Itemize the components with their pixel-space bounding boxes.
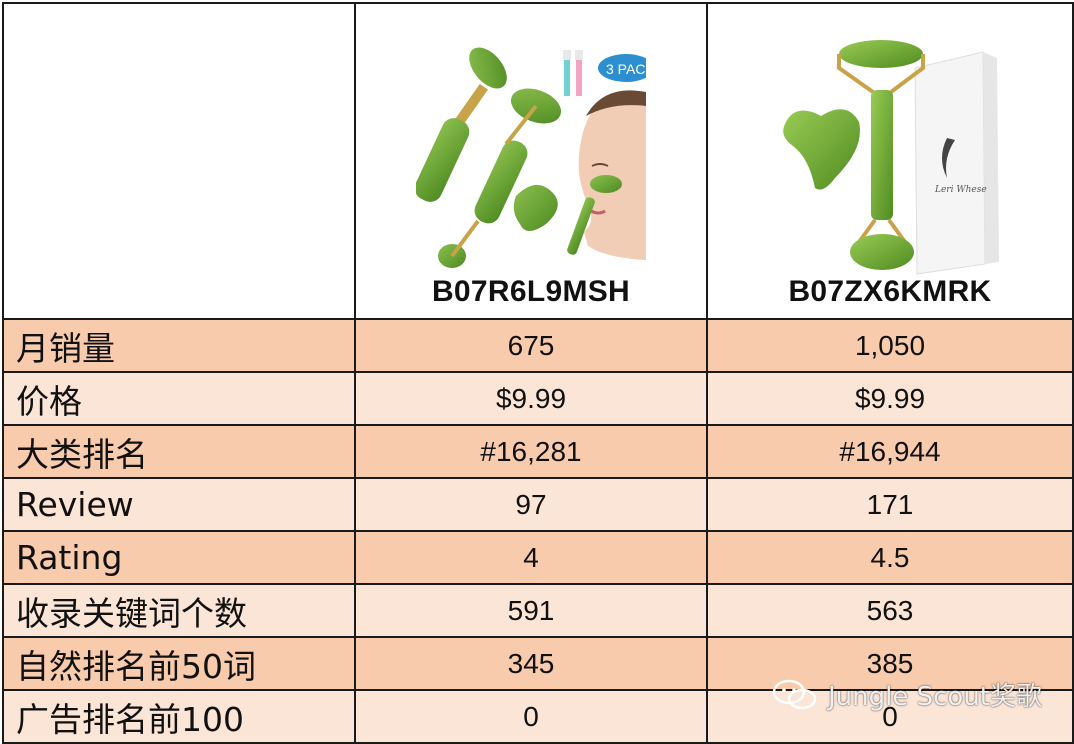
header-empty-cell	[2, 2, 356, 320]
row-value-product-1: 591	[354, 583, 708, 638]
row-value-product-2: #16,944	[706, 424, 1074, 479]
row-label: 广告排名前100	[2, 689, 356, 744]
row-value-product-2: 4.5	[706, 530, 1074, 585]
watermark-text: Jungle Scout奖歌	[828, 682, 1042, 712]
watermark: Jungle Scout奖歌	[772, 676, 1042, 713]
table-row: 大类排名 #16,281 #16,944	[2, 424, 1074, 479]
product-cell-1: 3 PAC	[354, 2, 708, 320]
box-brand: Leri Whese	[934, 185, 987, 195]
header-row: 3 PAC	[2, 2, 1074, 320]
asin-label-2: B07ZX6KMRK	[788, 275, 992, 308]
table-row: Review 97 171	[2, 477, 1074, 532]
row-value-product-1: #16,281	[354, 424, 708, 479]
table-row: Rating 4 4.5	[2, 530, 1074, 585]
row-label: 收录关键词个数	[2, 583, 356, 638]
table-row: 收录关键词个数 591 563	[2, 583, 1074, 638]
row-value-product-1: $9.99	[354, 371, 708, 426]
row-value-product-1: 0	[354, 689, 708, 744]
row-value-product-1: 97	[354, 477, 708, 532]
asin-label-1: B07R6L9MSH	[431, 275, 631, 308]
wechat-icon	[772, 679, 817, 709]
row-label: 月销量	[2, 318, 356, 373]
row-label: 自然排名前50词	[2, 636, 356, 691]
table-row: 自然排名前50词 345 385	[2, 636, 1074, 691]
row-label: 大类排名	[2, 424, 356, 479]
row-value-product-1: 345	[354, 636, 708, 691]
table-row: 价格 $9.99 $9.99	[2, 371, 1074, 426]
product-image-1: 3 PAC	[416, 47, 646, 268]
row-label: Rating	[2, 530, 356, 585]
row-value-product-2: 563	[706, 583, 1074, 638]
row-value-product-2: 385	[706, 636, 1074, 691]
product-image-2: Leri Whese	[783, 40, 999, 275]
row-value-product-2: 0	[706, 689, 1074, 744]
badge-text: 3 PAC	[606, 61, 645, 77]
row-value-product-1: 4	[354, 530, 708, 585]
row-value-product-1: 675	[354, 318, 708, 373]
row-value-product-2: 171	[706, 477, 1074, 532]
row-value-product-2: 1,050	[706, 318, 1074, 373]
row-label: Review	[2, 477, 356, 532]
row-label: 价格	[2, 371, 356, 426]
table-row: 广告排名前100 0 0	[2, 689, 1074, 744]
product-cell-2: Leri Whese B07ZX6KMRK	[706, 2, 1074, 320]
row-value-product-2: $9.99	[706, 371, 1074, 426]
table-row: 月销量 675 1,050	[2, 318, 1074, 373]
